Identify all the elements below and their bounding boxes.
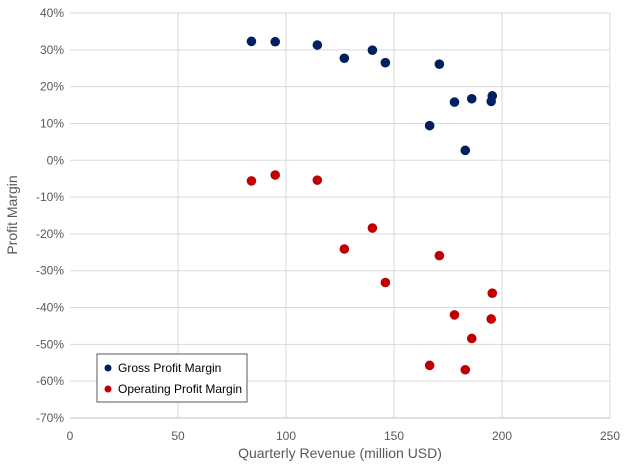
y-tick-label: 20%	[40, 80, 64, 94]
legend-label-operating: Operating Profit Margin	[118, 382, 242, 396]
y-tick-label: -50%	[36, 337, 64, 351]
data-point	[367, 223, 378, 233]
data-point	[312, 175, 323, 185]
data-point	[486, 314, 497, 324]
data-point	[434, 250, 445, 261]
legend: Gross Profit Margin Operating Profit Mar…	[96, 353, 248, 403]
data-points	[246, 36, 498, 375]
y-tick-label: -60%	[36, 374, 64, 388]
data-point	[380, 57, 391, 68]
data-point	[339, 53, 350, 64]
data-point	[434, 59, 445, 69]
x-tick-label: 100	[276, 429, 296, 443]
y-tick-label: 40%	[40, 6, 64, 20]
legend-marker-operating	[104, 385, 112, 393]
x-tick-label: 0	[67, 429, 74, 443]
y-tick-label: -30%	[36, 264, 64, 278]
grid	[70, 12, 611, 419]
y-tick-label: 30%	[40, 43, 64, 57]
data-point	[449, 310, 460, 320]
y-tick-label: -40%	[36, 301, 64, 315]
data-point	[339, 244, 350, 254]
data-point	[270, 36, 281, 47]
x-tick-label: 50	[171, 429, 185, 443]
x-tick-label: 150	[384, 429, 404, 443]
data-point	[312, 40, 323, 50]
x-axis-title: Quarterly Revenue (million USD)	[238, 445, 442, 461]
data-point	[487, 288, 498, 298]
data-point	[466, 333, 477, 344]
y-tick-label: 0%	[47, 153, 65, 167]
y-tick-label: 10%	[40, 116, 64, 130]
series-operating-profit-margin	[246, 170, 498, 375]
x-axis-ticks: 0 50 100 150 200 250	[67, 429, 621, 443]
legend-marker-gross	[104, 364, 112, 372]
data-point	[424, 360, 435, 371]
data-point	[246, 36, 257, 47]
y-tick-label: -20%	[36, 227, 64, 241]
data-point	[460, 364, 471, 375]
y-axis-title: Profit Margin	[4, 175, 20, 254]
data-point	[487, 91, 498, 101]
y-tick-label: -70%	[36, 411, 64, 425]
data-point	[449, 97, 460, 107]
data-point	[460, 145, 471, 156]
x-tick-label: 250	[600, 429, 620, 443]
legend-label-gross: Gross Profit Margin	[118, 361, 221, 375]
data-point	[367, 45, 378, 55]
data-point	[270, 170, 281, 180]
data-point	[246, 176, 257, 186]
y-tick-label: -10%	[36, 190, 64, 204]
data-point	[380, 277, 391, 288]
data-point	[424, 120, 435, 131]
data-point	[466, 93, 477, 104]
x-tick-label: 200	[492, 429, 512, 443]
y-axis-ticks: -70% -60% -50% -40% -30% -20% -10% 0% 10% 20% 30% 4…	[36, 6, 64, 425]
legend-box	[96, 353, 248, 403]
series-gross-profit-margin	[246, 36, 498, 156]
